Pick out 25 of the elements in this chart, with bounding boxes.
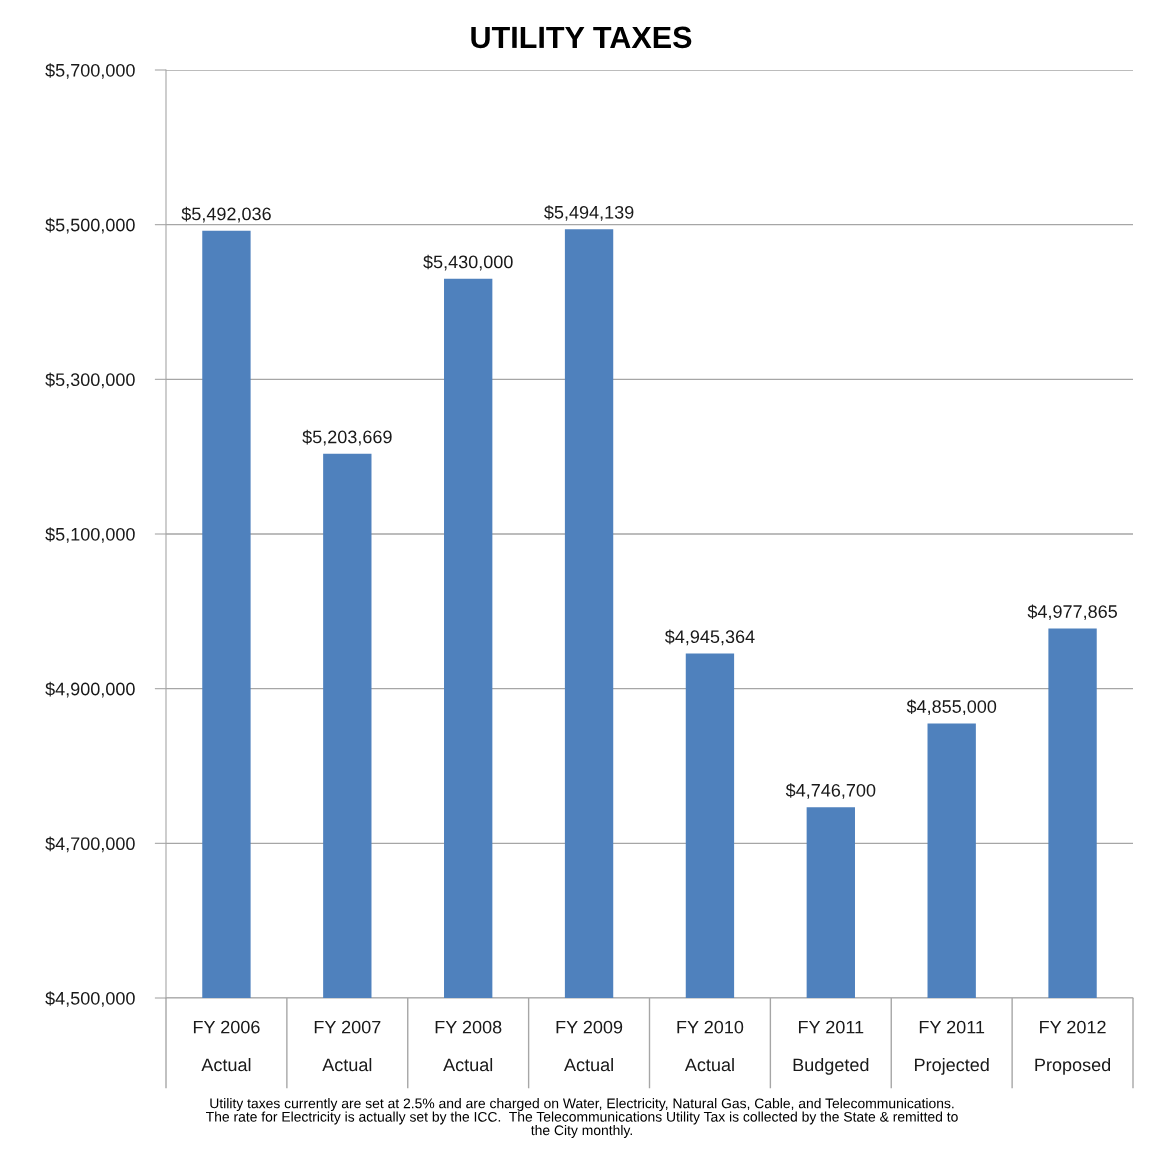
data-label: $5,430,000 [423, 254, 513, 271]
category-label: FY 2006 Actual [193, 1020, 260, 1072]
y-tick-label: $4,900,000 [45, 681, 135, 698]
data-label: $4,855,000 [906, 699, 997, 716]
data-label: $5,494,139 [544, 205, 634, 221]
y-tick-label: $5,100,000 [45, 527, 135, 543]
data-label: $4,746,700 [785, 783, 876, 799]
y-tick-label: $5,500,000 [45, 217, 135, 234]
chart-title: UTILITY TAXES [471, 26, 692, 49]
data-label: $4,977,865 [1027, 604, 1117, 621]
category-label: FY 2011 Projected [915, 1020, 989, 1075]
y-tick-label: $4,700,000 [45, 836, 135, 853]
category-label: FY 2008 Actual [435, 1020, 502, 1072]
y-tick-label: $4,500,000 [45, 991, 135, 1007]
category-label: FY 2012 Proposed [1035, 1020, 1111, 1075]
text: Utility taxes currently are set at 2.5% and are charged on Water, Electricity, Natural Gas, Cable, and Telecommunications. The rate for Electricity is actually set by the ICC. The Telecommunications Utility Tax is collected by the State & remitted to the City monthly. [206, 1098, 958, 1138]
data-label: $5,492,036 [181, 206, 271, 223]
y-tick-label: $5,700,000 [45, 63, 135, 79]
category-label: FY 2009 Actual [556, 1020, 623, 1072]
data-label: $4,945,364 [664, 629, 755, 646]
data-label: $5,203,669 [302, 429, 392, 446]
category-label: FY 2011 Budgeted [793, 1020, 869, 1075]
y-tick-label: $5,300,000 [45, 372, 135, 389]
category-label: FY 2010 Actual [677, 1020, 744, 1072]
category-label: FY 2007 Actual [314, 1020, 381, 1072]
